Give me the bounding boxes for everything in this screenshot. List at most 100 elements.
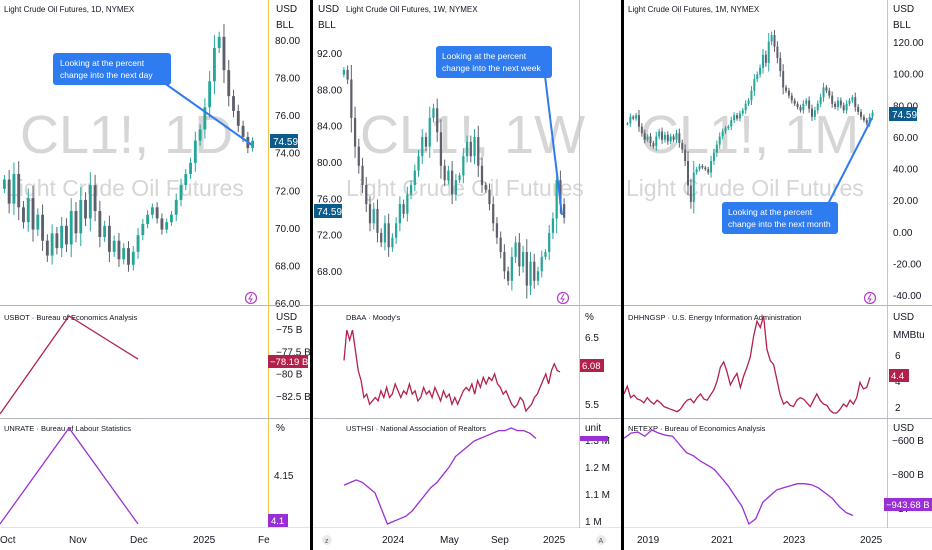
candle [836,97,839,111]
candle [436,98,439,142]
candle [692,160,695,214]
candle [842,102,845,114]
candle [136,228,140,259]
candle [357,138,360,174]
y-tick-label: 20.00 [893,196,918,207]
y-tick-label: 4.15 [274,471,294,482]
candle [799,104,802,113]
candle [563,198,566,224]
candle [439,119,443,179]
candle [536,266,540,286]
chart-title: Light Crude Oil Futures, 1M, NYMEX [628,5,760,14]
candle [761,48,764,74]
candle [31,185,35,242]
candle [376,199,379,243]
y-axis: 80.00 78.00 76.00 74.00 72.00 70.00 68.00 66.00 [275,36,300,310]
x-tick-label: 2023 [783,535,806,546]
candle [212,35,216,95]
candle [635,112,638,121]
scale-z-button[interactable]: z [322,535,332,545]
monthly-candles [626,29,874,214]
candle [507,266,510,286]
candle [521,245,525,273]
candle [395,217,398,244]
annotation-callout[interactable]: Looking at the percent change into the n… [436,46,563,216]
candle [458,172,461,184]
watermark-symbol: CL1!, 1W [360,105,585,165]
candle [747,98,750,107]
panel-divider [621,0,624,550]
candle [443,159,446,187]
y-tick-label: 88.00 [317,85,342,96]
y-tick-label: −75 B [276,325,303,336]
candle [60,216,64,258]
currency-label: USD [276,4,297,15]
candle [744,100,747,114]
usbot-panel: USBOT · Bureau of Economics Analysis USD… [0,306,311,418]
candle [655,131,658,151]
indicator-title: NETEXP · Bureau of Economics Analysis [628,424,766,433]
indicator-title: DBAA · Moody's [346,313,401,322]
y-tick-label: −80 B [276,370,303,381]
indicator-title: UNRATE · Bureau of Labour Statistics [4,424,131,433]
y-tick-label: -40.00 [893,291,922,302]
candle [629,113,632,127]
candle [465,135,469,163]
replay-icon[interactable] [244,291,258,305]
x-tick-label: 2025 [543,535,566,546]
candle [146,210,150,229]
candle [793,98,796,107]
candle [353,106,357,158]
last-value-badge: 4.4 [889,369,909,382]
daily-candles [2,23,255,272]
candle [718,132,721,149]
candle [759,64,762,78]
candle [816,100,819,114]
candle [773,29,776,52]
candle [518,232,521,277]
candle [462,148,465,184]
candle [652,140,655,149]
candle [421,129,424,165]
candle [548,225,551,260]
candle [361,157,364,193]
y-tick-label: 100.00 [893,70,924,81]
replay-icon[interactable] [556,291,570,305]
candle [666,131,669,145]
unit-label: unit [585,423,601,434]
annotation-callout[interactable]: Looking at the percent change into the n… [53,53,253,146]
y-axis: 120.00 100.00 80.00 60.00 40.00 20.00 0.00 -20.… [893,38,924,302]
candle [813,106,816,121]
y-tick-label: 72.00 [317,231,342,242]
scale-a-button[interactable]: A [596,535,606,545]
candle [79,187,83,247]
candle [637,110,640,132]
candle [828,87,831,99]
y-axis: 6.5 5.5 [585,333,599,411]
candle [533,253,536,289]
weekly-price-panel: CL1!, 1W Light Crude Oil Futures Light C… [314,0,585,305]
x-tick-label: May [440,535,459,546]
x-tick-label: 2024 [382,535,405,546]
candle [98,200,102,248]
candle [698,163,701,172]
y-tick-label: 76.00 [317,194,342,205]
candle [640,123,643,137]
y-tick-label: 1.2 M [585,463,610,474]
netexp-panel: NETEXP · Bureau of Economics Analysis US… [623,419,932,546]
watermark-symbol: CL1!, 1M [640,105,859,165]
candle [417,150,420,177]
annotation-callout[interactable]: Looking at the percent change into the n… [722,117,873,234]
y-tick-label: 80.00 [317,158,342,169]
candle [499,231,502,259]
candle [193,131,197,172]
replay-icon[interactable] [863,291,877,305]
daily-price-panel: CL1!, 1D Light Crude Oil Futures Light C… [2,0,300,310]
candle [687,151,689,196]
candle [495,217,499,244]
y-tick-label: 92.00 [317,49,342,60]
candle [122,243,126,265]
candle [342,67,345,78]
last-price-value: 74.59 [273,137,298,148]
watermark-symbol: CL1!, 1D [20,105,233,165]
